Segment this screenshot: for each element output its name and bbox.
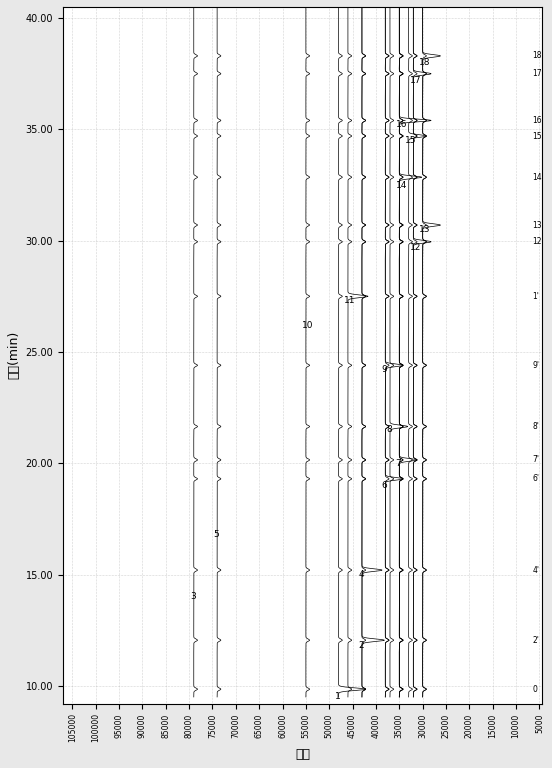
- Text: 8': 8': [533, 422, 539, 431]
- Text: 16: 16: [396, 121, 407, 130]
- Text: 13: 13: [419, 225, 431, 234]
- Y-axis label: 时间(min): 时间(min): [7, 331, 20, 379]
- Text: 8: 8: [386, 425, 392, 435]
- Text: 0: 0: [533, 685, 537, 694]
- Text: 6: 6: [381, 481, 388, 490]
- Text: 6': 6': [533, 475, 539, 483]
- Text: 4: 4: [358, 570, 364, 579]
- Text: 16: 16: [533, 116, 542, 125]
- Text: 7': 7': [533, 455, 539, 465]
- Text: 7: 7: [396, 458, 401, 468]
- Text: 15: 15: [533, 131, 542, 141]
- Text: 2: 2: [358, 641, 364, 650]
- Text: 9': 9': [533, 361, 539, 370]
- Text: 1': 1': [533, 292, 539, 301]
- Text: 1: 1: [335, 693, 341, 701]
- Text: 3: 3: [190, 592, 196, 601]
- Text: 4': 4': [533, 565, 539, 574]
- Text: 17: 17: [410, 76, 421, 85]
- X-axis label: 丰度: 丰度: [295, 748, 310, 761]
- Text: 12: 12: [533, 237, 542, 247]
- Text: 11: 11: [344, 296, 355, 305]
- Text: 5: 5: [214, 530, 219, 539]
- Text: 2': 2': [533, 636, 539, 644]
- Text: 14: 14: [396, 180, 407, 190]
- Text: 17: 17: [533, 69, 542, 78]
- Text: 9: 9: [381, 366, 388, 374]
- Text: 13: 13: [533, 220, 542, 230]
- Text: 18': 18': [533, 51, 544, 61]
- Text: 12: 12: [410, 243, 421, 252]
- Text: 14: 14: [533, 173, 542, 182]
- Text: 10: 10: [302, 321, 314, 329]
- Text: 15: 15: [405, 136, 416, 145]
- Text: 18: 18: [419, 58, 431, 67]
